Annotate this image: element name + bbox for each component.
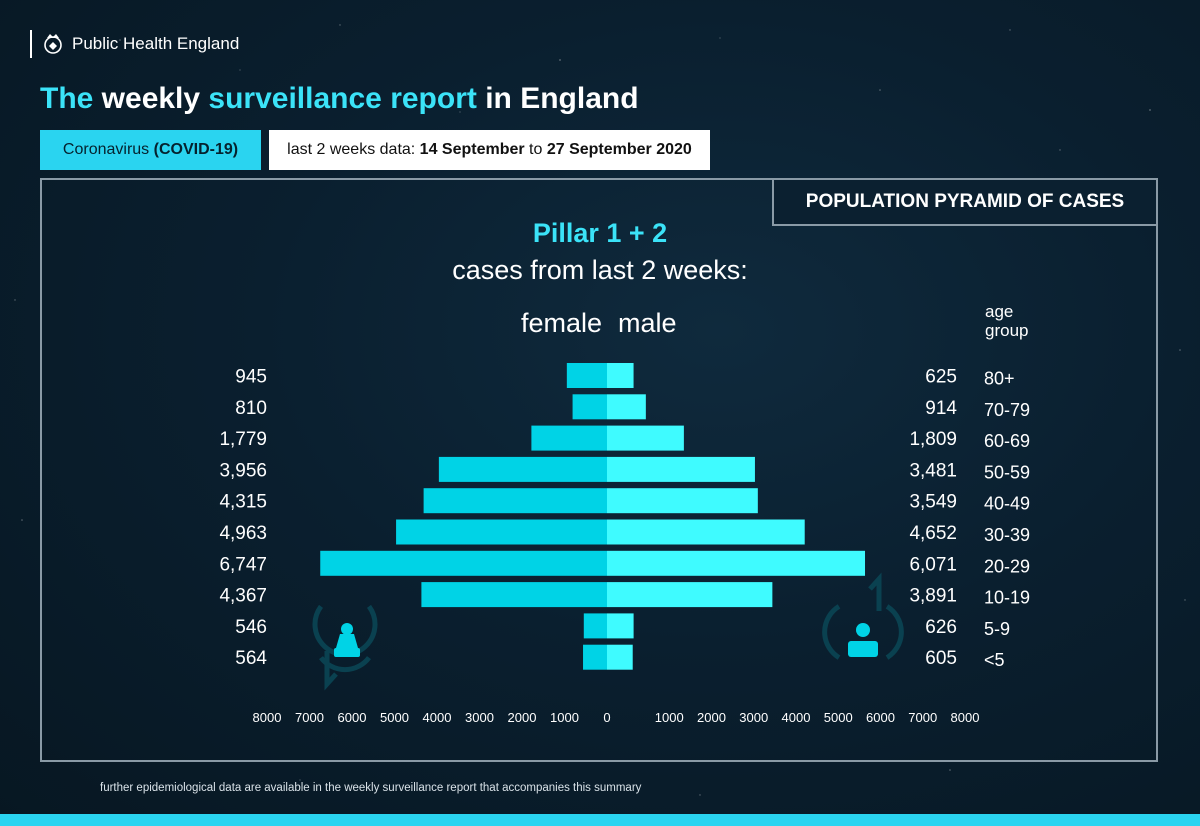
female-value-label-0: 945 (235, 367, 267, 388)
male-value-label-6: 6,071 (909, 554, 957, 575)
female-bar-9 (583, 644, 607, 670)
male-bar-5 (607, 519, 805, 545)
title-part-surveillance: surveillance report (208, 82, 477, 115)
male-heading: male (618, 308, 677, 338)
male-bar-4 (607, 488, 758, 514)
male-axis-tick-1: 2000 (697, 710, 726, 725)
age-group-label-2: 60-69 (984, 431, 1030, 451)
female-bar-3 (438, 456, 607, 482)
topic-pill: Coronavirus (COVID-19) (40, 130, 261, 170)
panel-title: POPULATION PYRAMID OF CASES (772, 178, 1158, 226)
female-value-label-4: 4,315 (219, 492, 267, 513)
title-part-the: The (40, 82, 102, 115)
age-group-label-6: 20-29 (984, 556, 1030, 576)
male-bar-8 (607, 613, 634, 639)
chart-subtitle: cases from last 2 weeks: (452, 255, 748, 285)
age-group-label-0: 80+ (984, 369, 1015, 389)
title-part-england: in England (476, 82, 639, 115)
female-value-label-2: 1,779 (219, 429, 267, 450)
female-value-label-7: 4,367 (219, 586, 267, 607)
female-axis-tick-6: 2000 (508, 710, 537, 725)
female-value-label-3: 3,956 (219, 460, 267, 481)
male-axis-tick-0: 1000 (655, 710, 684, 725)
page-title: The weekly surveillance report in Englan… (40, 82, 639, 116)
male-axis-tick-2: 3000 (739, 710, 768, 725)
age-group-label-9: <5 (984, 650, 1005, 670)
age-group-label-4: 40-49 (984, 494, 1030, 514)
date-pill-end: 27 September 2020 (546, 141, 692, 158)
male-axis-tick-3: 4000 (782, 710, 811, 725)
male-value-label-7: 3,891 (909, 586, 957, 607)
brand: Public Health England (30, 30, 239, 58)
chart-title: Pillar 1 + 2 (532, 218, 668, 248)
female-value-label-8: 546 (235, 617, 267, 638)
male-bar-3 (607, 456, 755, 482)
royal-crest-icon (44, 34, 62, 54)
chart-panel (40, 178, 1158, 762)
male-person-icon (822, 572, 904, 660)
date-pill-start: 14 September (419, 141, 525, 158)
female-bar-5 (396, 519, 607, 545)
female-axis-tick-3: 5000 (380, 710, 409, 725)
title-part-weekly: weekly (101, 82, 209, 115)
male-axis-tick-4: 5000 (824, 710, 853, 725)
male-value-label-3: 3,481 (909, 460, 957, 481)
male-value-label-1: 914 (925, 398, 957, 419)
age-group-heading-text: age group (985, 302, 1029, 340)
age-group-label-1: 70-79 (984, 400, 1030, 420)
female-value-label-1: 810 (235, 398, 267, 419)
date-pill-middle: to (524, 141, 547, 158)
age-group-label-5: 30-39 (984, 525, 1030, 545)
date-pill-prefix: last 2 weeks data: (287, 141, 420, 158)
male-bar-9 (607, 644, 633, 670)
female-value-label-9: 564 (235, 648, 267, 669)
female-bar-7 (421, 582, 607, 608)
brand-name: Public Health England (72, 34, 240, 53)
female-person-icon (312, 604, 378, 691)
age-group-label-7: 10-19 (984, 588, 1030, 608)
female-axis-tick-7: 1000 (550, 710, 579, 725)
male-value-label-9: 605 (925, 648, 957, 669)
brand-divider (30, 30, 32, 58)
female-bar-1 (572, 394, 607, 420)
age-group-heading: age group (985, 302, 1045, 340)
female-axis-tick-1: 7000 (295, 710, 324, 725)
date-range-pill: last 2 weeks data: 14 September to 27 Se… (269, 130, 710, 170)
male-value-label-0: 625 (925, 367, 957, 388)
topic-pill-prefix: Coronavirus (62, 141, 154, 158)
female-bar-6 (320, 550, 607, 576)
footnote: further epidemiological data are availab… (100, 782, 642, 794)
female-bar-0 (566, 363, 607, 388)
female-bar-4 (423, 488, 607, 514)
age-group-label-3: 50-59 (984, 462, 1030, 482)
female-axis-tick-4: 4000 (423, 710, 452, 725)
female-axis-tick-2: 6000 (338, 710, 367, 725)
male-value-label-5: 4,652 (909, 523, 957, 544)
female-value-label-6: 6,747 (219, 554, 267, 575)
age-group-label-8: 5-9 (984, 619, 1010, 639)
female-axis-tick-8: 0 (603, 710, 610, 725)
female-axis-tick-0: 8000 (253, 710, 282, 725)
female-bar-8 (583, 613, 607, 639)
male-bar-6 (607, 550, 866, 576)
female-heading: female (520, 308, 602, 338)
male-axis-tick-5: 6000 (866, 710, 895, 725)
male-value-label-4: 3,549 (909, 492, 957, 513)
male-bar-0 (607, 363, 634, 388)
male-bar-2 (607, 425, 684, 451)
female-axis-tick-5: 3000 (465, 710, 494, 725)
female-value-label-5: 4,963 (219, 523, 267, 544)
male-value-label-2: 1,809 (909, 429, 957, 450)
bottom-accent-bar (0, 814, 1200, 826)
male-axis-tick-6: 7000 (908, 710, 937, 725)
topic-pill-bold: (COVID-19) (153, 141, 239, 158)
male-value-label-8: 626 (925, 617, 957, 638)
female-bar-2 (531, 425, 607, 451)
male-axis-tick-7: 8000 (951, 710, 980, 725)
male-bar-1 (607, 394, 646, 420)
male-bar-7 (607, 582, 773, 608)
